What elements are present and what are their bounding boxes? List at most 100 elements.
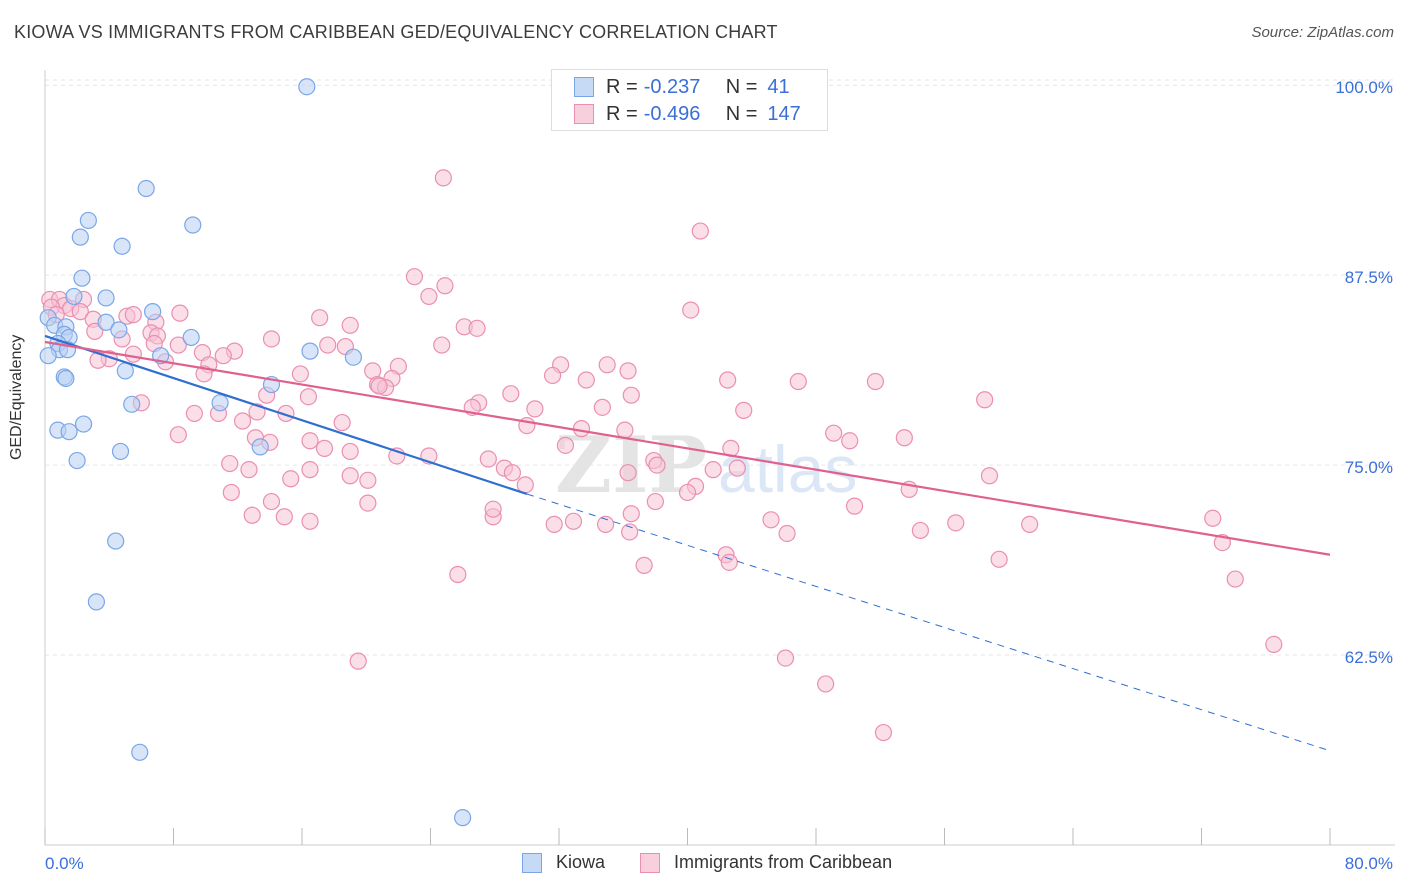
x-tick-label: 0.0% [45, 854, 84, 873]
y-tick-label: 62.5% [1345, 648, 1393, 667]
caribbean-point [221, 454, 239, 473]
kiowa-point [74, 415, 93, 433]
kiowa-swatch [574, 77, 594, 97]
kiowa-point [113, 237, 131, 255]
caribbean-point [619, 362, 637, 380]
r-value: -0.496 [643, 102, 701, 125]
caribbean-point [169, 426, 187, 444]
kiowa-point [107, 532, 125, 550]
caribbean-point [341, 316, 359, 334]
caribbean-point [359, 494, 377, 512]
kiowa-point [144, 303, 162, 321]
caribbean-point [433, 336, 451, 354]
caribbean-point [543, 366, 562, 385]
kiowa-point [39, 347, 57, 365]
caribbean-point [479, 450, 497, 468]
legend-row-kiowa: R = -0.237 N = 41 [574, 75, 790, 99]
n-label: N = [725, 102, 758, 125]
caribbean-point [333, 413, 351, 432]
caribbean-point [577, 371, 595, 389]
caribbean-trend-line [44, 340, 1331, 556]
caribbean-swatch [574, 104, 594, 124]
caribbean-point [990, 550, 1008, 568]
caribbean-point [825, 424, 843, 442]
caribbean-point [359, 471, 377, 489]
kiowa-point [73, 269, 91, 287]
caribbean-point [728, 459, 746, 477]
source-label: Source: ZipAtlas.com [1251, 24, 1394, 41]
kiowa-point [111, 442, 130, 461]
caribbean-point [911, 521, 930, 540]
caribbean-point [1204, 509, 1222, 527]
caribbean-point [682, 301, 700, 319]
r-label: R = [606, 102, 638, 125]
r-value: -0.237 [643, 75, 701, 98]
caribbean-point [1226, 570, 1244, 588]
n-value: 147 [767, 102, 801, 125]
caribbean-point [299, 388, 318, 406]
caribbean-point [291, 365, 309, 383]
caribbean-point [240, 461, 258, 479]
kiowa-point [131, 743, 149, 761]
caribbean-point [622, 505, 640, 523]
caribbean-point [874, 723, 893, 742]
caribbean-point [341, 467, 359, 485]
kiowa-trend-extension [526, 493, 1331, 752]
caribbean-swatch [640, 852, 660, 873]
correlation-legend: R = -0.237 N = 41 R = -0.496 N = 147 [551, 69, 828, 131]
caribbean-point [405, 268, 424, 286]
caribbean-point [301, 461, 319, 479]
kiowa-trend-line [44, 334, 528, 496]
caribbean-point [1265, 635, 1283, 654]
caribbean-point [262, 330, 281, 348]
kiowa-point [60, 423, 78, 441]
caribbean-point [311, 309, 329, 327]
caribbean-point [596, 515, 615, 533]
caribbean-point [341, 442, 359, 461]
caribbean-point [282, 470, 300, 488]
kiowa-point [65, 287, 83, 306]
n-label: N = [725, 75, 758, 98]
kiowa-point [97, 289, 115, 307]
n-value: 41 [767, 75, 790, 98]
caribbean-point [169, 336, 187, 354]
caribbean-point [817, 675, 835, 693]
legend-caribbean-label: Immigrants from Caribbean [674, 852, 893, 872]
kiowa-swatch [522, 852, 542, 873]
kiowa-point [116, 362, 134, 380]
caribbean-point [778, 524, 796, 543]
caribbean-point [976, 391, 994, 409]
caribbean-point [947, 514, 965, 532]
kiowa-point [137, 179, 155, 198]
caribbean-point [436, 277, 454, 295]
kiowa-point [251, 438, 269, 456]
kiowa-point [184, 216, 202, 234]
caribbean-point [678, 483, 697, 502]
caribbean-point [720, 553, 738, 571]
kiowa-point [123, 395, 141, 413]
legend-row-caribbean: R = -0.496 N = 147 [574, 102, 801, 126]
caribbean-point [71, 303, 89, 321]
kiowa-point [87, 593, 106, 611]
caribbean-point [503, 464, 522, 482]
caribbean-point [214, 347, 232, 365]
caribbean-point [315, 439, 334, 457]
caribbean-point [556, 436, 575, 454]
kiowa-point [68, 451, 86, 470]
kiowa-point [79, 211, 97, 230]
caribbean-point [621, 523, 639, 541]
caribbean-point [648, 456, 666, 474]
caribbean-point [776, 649, 795, 667]
caribbean-point [866, 372, 885, 391]
caribbean-point [691, 222, 709, 240]
kiowa-point [344, 348, 362, 366]
kiowa-point [110, 321, 128, 339]
caribbean-point [789, 372, 807, 391]
caribbean-point [301, 512, 319, 530]
caribbean-point [719, 371, 737, 389]
legend-item-kiowa: Kiowa [522, 852, 605, 873]
caribbean-point [275, 508, 293, 526]
caribbean-point [349, 652, 367, 670]
caribbean-point [484, 500, 502, 518]
caribbean-point [635, 556, 653, 574]
